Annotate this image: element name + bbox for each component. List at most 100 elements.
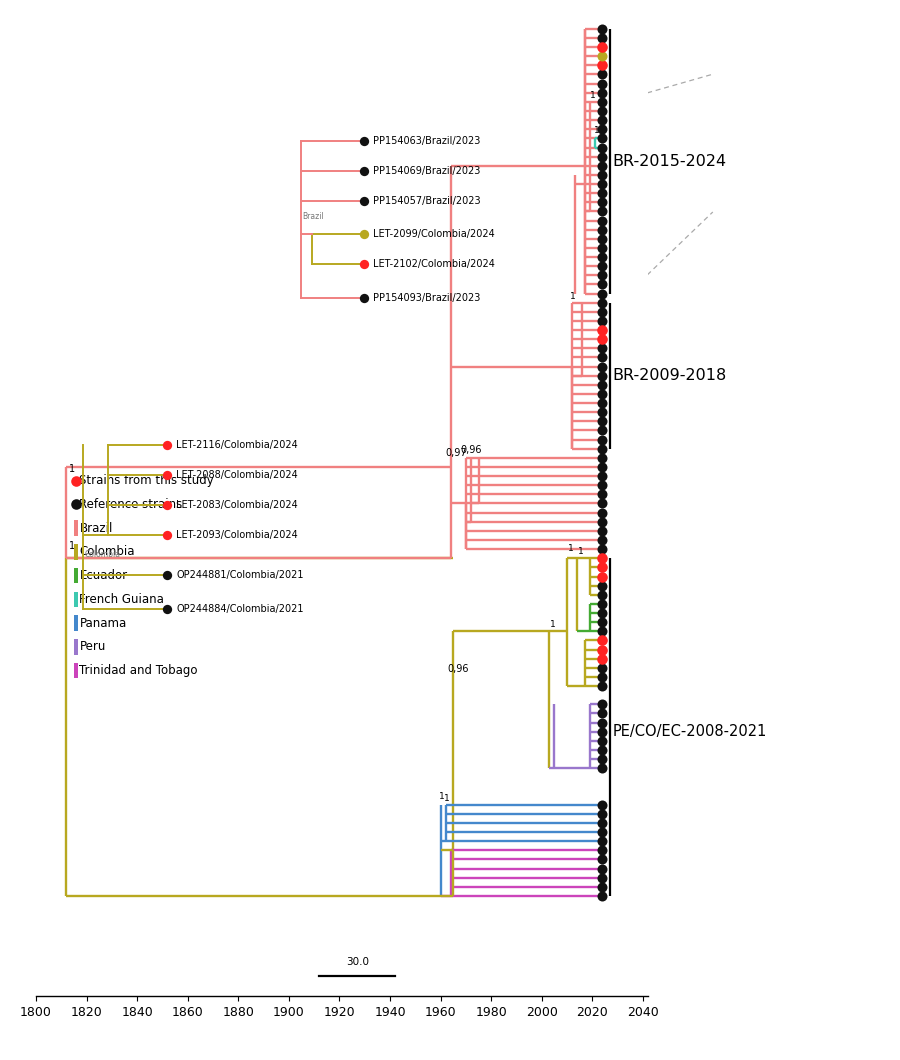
Text: PP154093/Brazil/2023: PP154093/Brazil/2023 [373,293,481,303]
Point [159,497,174,514]
Point [595,796,609,813]
Point [159,600,174,617]
Point [595,248,609,265]
Point [595,723,609,740]
Point [595,705,609,722]
FancyBboxPatch shape [75,568,77,583]
Point [595,386,609,403]
Point [595,659,609,676]
Point [595,531,609,548]
Text: LET-2099/Colombia/2024: LET-2099/Colombia/2024 [373,229,494,240]
Point [595,267,609,284]
Point [595,38,609,55]
Text: Brazil: Brazil [302,212,324,222]
Text: 0,96: 0,96 [461,445,482,456]
Point [595,485,609,502]
Text: 1: 1 [439,792,445,801]
Point [357,226,372,243]
Text: OP244884/Colombia/2021: OP244884/Colombia/2021 [176,603,303,614]
Text: OP244881/Colombia/2021: OP244881/Colombia/2021 [176,570,303,580]
Point [595,230,609,247]
Point [595,833,609,850]
Point [595,714,609,731]
Point [595,103,609,120]
Text: 30.0: 30.0 [346,957,369,967]
Text: 0,96: 0,96 [447,665,469,674]
Point [595,121,609,138]
Text: PP154063/Brazil/2023: PP154063/Brazil/2023 [373,136,481,146]
Point [595,176,609,193]
Text: BR-2009-2018: BR-2009-2018 [613,368,727,384]
Text: 1: 1 [594,126,600,135]
Text: 1: 1 [590,91,596,101]
FancyBboxPatch shape [75,615,77,631]
Point [595,467,609,484]
Text: LET-2093/Colombia/2024: LET-2093/Colombia/2024 [176,530,298,541]
Point [595,30,609,47]
Text: 1: 1 [570,293,576,301]
Point [595,477,609,494]
Text: Brazil: Brazil [79,522,112,534]
Point [595,303,609,320]
Point [159,527,174,544]
Point [595,295,609,312]
Text: 1: 1 [69,463,75,474]
Text: Panama: Panama [79,617,127,630]
Point [595,650,609,667]
Point [595,276,609,293]
Point [595,596,609,613]
Point [595,258,609,275]
Point [595,422,609,439]
Point [595,851,609,868]
Text: LET-2083/Colombia/2024: LET-2083/Colombia/2024 [176,500,298,510]
Point [595,184,609,201]
Point [595,568,609,585]
Point [159,437,174,454]
Point [595,321,609,338]
Point [595,285,609,302]
Point [595,586,609,603]
Text: 0,97: 0,97 [446,448,467,458]
Point [357,289,372,306]
Text: PP154069/Brazil/2023: PP154069/Brazil/2023 [373,166,481,176]
Point [159,567,174,584]
FancyBboxPatch shape [75,591,77,607]
FancyBboxPatch shape [75,639,77,655]
Text: Trinidad and Tobago: Trinidad and Tobago [79,664,198,677]
Point [595,632,609,649]
Point [595,695,609,712]
FancyBboxPatch shape [75,662,77,678]
FancyBboxPatch shape [75,520,77,536]
Point [595,505,609,522]
Point [595,394,609,411]
Point [595,604,609,621]
Point [595,157,609,174]
Text: LET-2116/Colombia/2024: LET-2116/Colombia/2024 [176,440,298,450]
Point [595,222,609,238]
Point [595,449,609,466]
Point [595,349,609,366]
Point [595,111,609,128]
Point [595,860,609,877]
Point [69,496,84,513]
Point [595,842,609,859]
Point [595,48,609,65]
Text: LET-2088/Colombia/2024: LET-2088/Colombia/2024 [176,471,298,480]
Point [595,166,609,183]
Point [595,513,609,530]
Text: Reference strains: Reference strains [79,498,183,511]
Point [595,75,609,92]
Point [595,331,609,348]
Point [595,148,609,165]
Point [595,194,609,211]
Point [595,523,609,540]
Point [595,677,609,694]
Point [595,20,609,37]
Text: Ecuador: Ecuador [79,569,128,582]
Point [595,202,609,219]
Point [595,541,609,558]
Point [595,139,609,156]
Point [69,472,84,489]
Text: LET-2102/Colombia/2024: LET-2102/Colombia/2024 [373,260,495,269]
Text: 1: 1 [69,542,75,551]
